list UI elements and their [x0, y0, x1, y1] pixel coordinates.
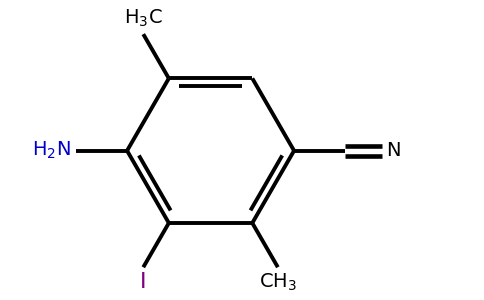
Text: I: I: [140, 272, 147, 292]
Text: H$_3$C: H$_3$C: [124, 8, 163, 29]
Text: H$_2$N: H$_2$N: [32, 140, 71, 161]
Text: N: N: [386, 141, 401, 160]
Text: CH$_3$: CH$_3$: [259, 272, 297, 293]
